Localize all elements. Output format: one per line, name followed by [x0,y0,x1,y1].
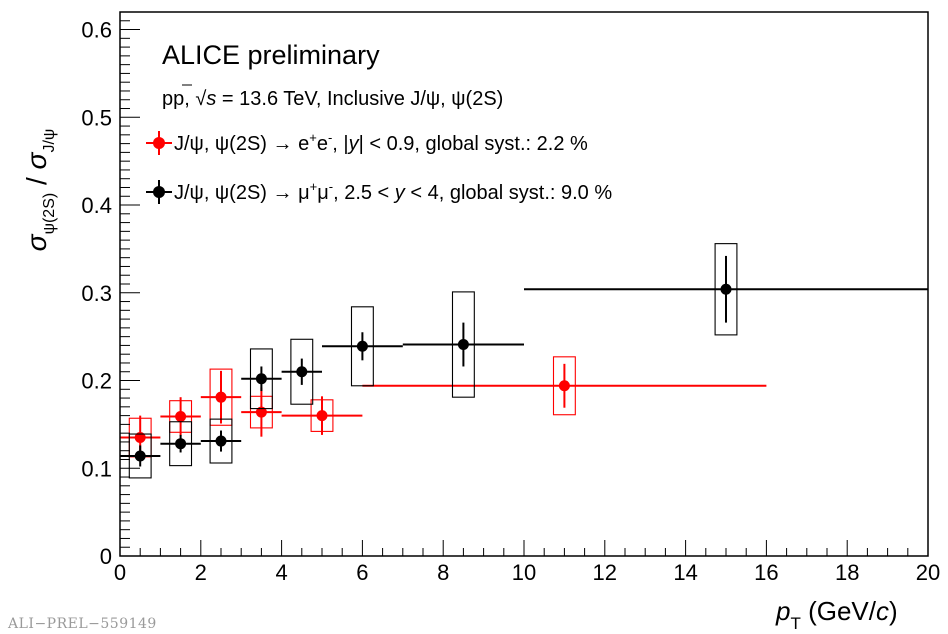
data-point [200,418,242,464]
marker [255,373,267,385]
x-axis-title: pT (GeV/c) [775,596,898,633]
x-tick-label: 10 [512,560,536,585]
y-axis-title: σψ(2S) / σJ/ψ [21,129,58,252]
legend-label-mumu: J/ψ, ψ(2S) → μ+μ-, 2.5 < y < 4, global s… [174,179,612,204]
y-tick-label: 0.6 [81,18,112,43]
legend-marker-ee [146,131,172,155]
marker [175,438,187,450]
x-tick-label: 18 [835,560,859,585]
y-tick-label: 0.2 [81,369,112,394]
x-tick-label: 12 [593,560,617,585]
marker [296,366,308,378]
y-tick-label: 0 [100,544,112,569]
legend-marker-mumu [146,180,172,204]
marker [134,432,146,444]
x-tick-label: 4 [275,560,287,585]
x-tick-label: 20 [916,560,940,585]
data-point [160,421,201,467]
y-tick-label: 0.1 [81,456,112,481]
data-point [281,338,322,405]
marker [134,450,146,462]
marker [316,410,328,422]
data-point [281,396,363,435]
x-tick-label: 8 [437,560,449,585]
chart-subtitle: pp, √s = 13.6 TeV, Inclusive J/ψ, ψ(2S) [162,84,503,110]
series-layer [120,243,928,479]
chart-title: ALICE preliminary [162,40,380,70]
y-tick-label: 0.3 [81,281,112,306]
data-point [362,356,767,416]
marker [215,435,227,447]
marker [175,410,187,422]
watermark: ALI−PREL−559149 [8,616,157,632]
svg-text:pT (GeV/c): pT (GeV/c) [775,596,898,633]
marker [720,283,732,295]
data-point [402,291,524,398]
x-tick-label: 0 [114,560,126,585]
svg-text:σψ(2S) / σJ/ψ: σψ(2S) / σJ/ψ [21,129,58,252]
x-tick-label: 6 [356,560,368,585]
data-point [200,368,242,426]
marker [215,391,227,403]
legend-label-ee: J/ψ, ψ(2S) → e+e-, |y| < 0.9, global sys… [174,130,588,155]
marker [457,339,469,351]
data-point [524,243,928,336]
marker [356,340,368,352]
y-tick-label: 0.4 [81,193,112,218]
y-tick-label: 0.5 [81,105,112,130]
marker [255,406,267,418]
data-point [120,433,161,479]
svg-text:pp, √s = 13.6 TeV, Inclusive J: pp, √s = 13.6 TeV, Inclusive J/ψ, ψ(2S) [162,88,503,110]
x-tick-label: 16 [754,560,778,585]
series-mumu [120,243,928,479]
data-point [160,397,201,436]
axes-layer: 0 2 4 6 8 10 12 14 16 18 20 0 0.1 0.2 0.3 0.4 0.5 0.6 [81,11,940,585]
data-point [322,306,403,387]
marker [558,380,570,392]
x-tick-label: 14 [673,560,697,585]
data-point [241,387,282,437]
legend: J/ψ, ψ(2S) → e+e-, |y| < 0.9, global sys… [146,130,612,204]
x-tick-label: 2 [195,560,207,585]
series-ee [120,356,767,460]
data-point [241,348,282,410]
